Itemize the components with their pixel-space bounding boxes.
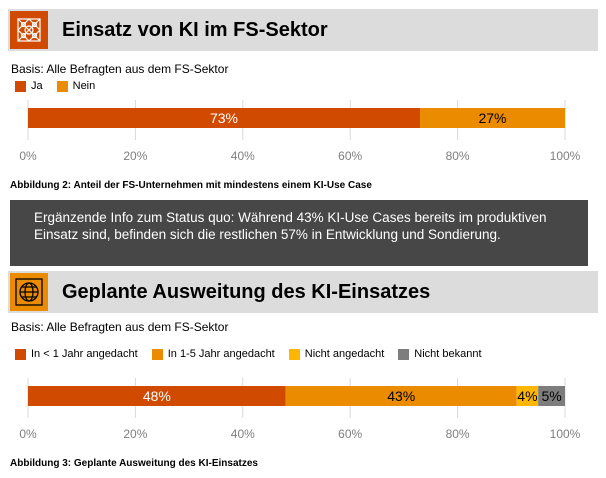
legend-swatch <box>56 80 68 92</box>
x-tick-label: 100% <box>550 149 581 163</box>
legend-item: Nicht bekannt <box>398 348 482 360</box>
x-tick-label: 20% <box>123 149 147 163</box>
data-label: 27% <box>478 110 506 126</box>
section2-basis: Basis: Alle Befragten aus dem FS-Sektor <box>11 320 229 334</box>
legend-item: Nein <box>56 80 96 92</box>
bar-segment <box>28 386 286 406</box>
x-tick-label: 0% <box>19 427 37 441</box>
legend-label: Nein <box>72 80 96 92</box>
section1-caption: Abbildung 2: Anteil der FS-Unternehmen m… <box>10 180 372 191</box>
legend-label: Ja <box>31 80 43 92</box>
section2-icon-box <box>10 273 48 311</box>
data-label: 4% <box>517 388 537 404</box>
x-tick-label: 80% <box>446 149 470 163</box>
x-tick-label: 60% <box>338 149 362 163</box>
bar-segment <box>285 386 517 406</box>
x-tick-label: 60% <box>338 427 362 441</box>
chart1: 0% 20% 40% 60% 80% 100% 73% 27% <box>19 100 581 163</box>
data-label: 48% <box>143 388 171 404</box>
x-tick-label: 40% <box>231 427 255 441</box>
legend-item: Ja <box>15 80 43 92</box>
bar-segment <box>516 386 539 406</box>
section1-icon-box <box>10 11 48 49</box>
data-label: 5% <box>541 388 561 404</box>
section1-title: Einsatz von KI im FS-Sektor <box>62 19 328 41</box>
info-text: Ergänzende Info zum Status quo: Während … <box>34 210 547 242</box>
section1-legend: Ja Nein <box>15 80 109 92</box>
legend-label: Nicht bekannt <box>414 348 482 360</box>
network-pattern-icon <box>17 18 41 42</box>
section2-legend: In < 1 Jahr angedacht In 1-5 Jahr angedac… <box>15 348 496 360</box>
legend-label: In < 1 Jahr angedacht <box>31 348 138 360</box>
section1-header <box>8 9 598 51</box>
legend-swatch <box>398 348 410 360</box>
data-label: 43% <box>387 388 415 404</box>
legend-swatch <box>15 80 26 92</box>
x-tick-label: 0% <box>19 149 37 163</box>
legend-item: In 1-5 Jahr angedacht <box>151 348 275 360</box>
legend-item: In < 1 Jahr angedacht <box>15 348 138 360</box>
info-box: Ergänzende Info zum Status quo: Während … <box>10 200 588 266</box>
section2-title: Geplante Ausweitung des KI-Einsatzes <box>62 281 431 303</box>
chart2: 0% 20% 40% 60% 80% 100% 48% 43% 4% 5% <box>19 378 581 441</box>
legend-swatch <box>15 348 26 360</box>
legend-item: Nicht angedacht <box>288 348 385 360</box>
x-tick-label: 100% <box>550 427 581 441</box>
bar-segment <box>420 108 565 128</box>
legend-swatch <box>288 348 300 360</box>
x-tick-label: 80% <box>446 427 470 441</box>
section1-basis: Basis: Alle Befragten aus dem FS-Sektor <box>11 62 229 76</box>
globe-icon <box>15 278 43 306</box>
legend-label: In 1-5 Jahr angedacht <box>167 348 275 360</box>
legend-swatch <box>151 348 163 360</box>
bar-segment <box>28 108 421 128</box>
legend-label: Nicht angedacht <box>304 348 385 360</box>
section2-caption: Abbildung 3: Geplante Ausweitung des KI-… <box>10 458 258 469</box>
x-tick-label: 20% <box>123 427 147 441</box>
data-label: 73% <box>210 110 238 126</box>
x-tick-label: 40% <box>231 149 255 163</box>
section2-header <box>8 271 598 313</box>
bar-segment <box>538 386 565 406</box>
